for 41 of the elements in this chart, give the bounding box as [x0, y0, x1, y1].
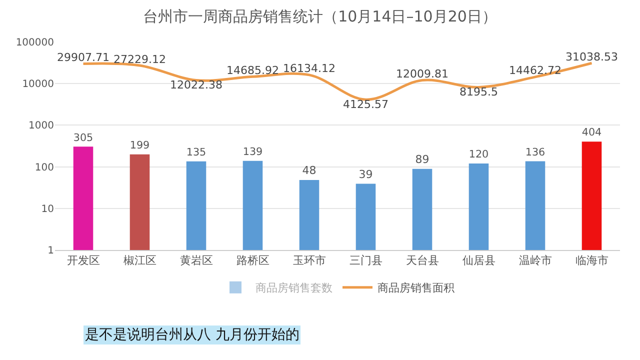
y-tick-label: 100000	[16, 38, 54, 48]
text: 是不是说明台州从八 九月份开始的	[85, 327, 300, 343]
y-tick-label: 1	[48, 246, 54, 256]
data-label: 305	[73, 132, 94, 144]
y-tick-label: 100	[34, 162, 54, 174]
data-label: 48	[302, 164, 316, 178]
data-label: 27229.12	[114, 52, 166, 66]
chart-title: 台州市一周商品房销售统计（10月14日–10月20日）	[143, 7, 497, 26]
data-label: 29907.71	[57, 51, 110, 64]
y-tick-label: 10000	[22, 79, 54, 90]
x-tick-label: 天台县	[406, 254, 439, 268]
data-label: 14462.72	[509, 64, 562, 78]
x-tick-label: 路桥区	[236, 254, 270, 268]
data-label: 404	[582, 126, 602, 139]
x-tick-label: 临海市	[575, 254, 608, 268]
y-tick-label: 10	[41, 204, 54, 215]
data-label: 8195.5	[460, 85, 498, 98]
line-series	[82, 62, 593, 101]
legend-label: 商品房销售面积	[378, 282, 454, 295]
data-label: 120	[468, 148, 489, 161]
data-label: 12022.38	[170, 78, 222, 92]
data-label: 31038.53	[566, 50, 618, 64]
x-tick-label: 开发区	[66, 254, 100, 268]
data-label: 135	[186, 146, 206, 159]
x-tick-label: 三门县	[349, 254, 382, 268]
x-tick-label: 黄岩区	[180, 254, 213, 268]
data-label: 16134.12	[283, 62, 336, 76]
x-tick-label: 仙居县	[462, 254, 496, 268]
y-tick-label: 1000	[28, 120, 54, 132]
x-tick-label: 温岭市	[518, 254, 552, 268]
data-label: 12009.81	[396, 68, 448, 81]
data-label: 4125.57	[343, 98, 388, 111]
data-label: 139	[242, 146, 263, 158]
legend-label: 商品房销售套数	[256, 282, 332, 295]
x-tick-label: 玉环市	[292, 254, 326, 268]
x-tick-label: 椒江区	[123, 254, 156, 268]
data-label: 39	[358, 168, 373, 181]
data-label: 14685.92	[226, 64, 279, 77]
data-label: 199	[130, 140, 150, 152]
data-label: 89	[415, 152, 430, 166]
data-label: 136	[525, 146, 546, 158]
